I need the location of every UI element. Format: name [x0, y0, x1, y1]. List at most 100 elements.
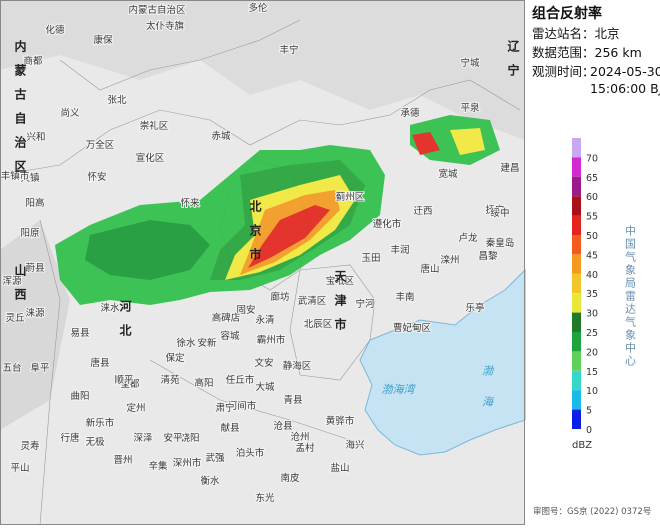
- place-label: 玉田: [361, 253, 380, 264]
- radar-echoes: [55, 115, 500, 305]
- place-label: 丰宁: [279, 44, 298, 56]
- place-label: 赤城: [211, 131, 231, 142]
- place-label: 曹妃甸区: [393, 322, 432, 334]
- place-label: 盐山: [330, 462, 349, 474]
- place-label: 霸州市: [257, 334, 286, 346]
- place-label: 保定: [165, 352, 185, 364]
- place-label: 廊坊: [270, 291, 290, 303]
- place-label: 黄骅市: [326, 415, 355, 427]
- place-label: 新乐市: [86, 417, 115, 429]
- place-label: 易县: [70, 328, 89, 339]
- place-label: 建昌: [500, 162, 519, 174]
- place-label: 丰润: [390, 244, 409, 256]
- region-label: 辽宁: [506, 40, 520, 88]
- legend-tick-label: 65: [586, 173, 598, 184]
- place-label: 迁西: [413, 206, 432, 217]
- place-label: 海兴: [345, 439, 364, 451]
- place-label: 丰南: [395, 291, 414, 303]
- place-label: 商都: [23, 55, 43, 67]
- place-label: 高阳: [194, 377, 213, 389]
- place-label: 安平: [163, 432, 183, 444]
- place-label: 怀来: [180, 197, 200, 209]
- place-label: 青县: [283, 394, 302, 406]
- info-panel: 组合反射率 雷达站名：北京 数据范围：256 km 观测时间： 2024-05-…: [532, 5, 660, 517]
- place-label: 任丘市: [226, 374, 255, 386]
- place-label: 丰镇市: [1, 170, 30, 182]
- place-label: 万全区: [86, 139, 115, 151]
- place-label: 天镇: [20, 172, 40, 184]
- place-label: 沧州: [290, 431, 309, 443]
- range: 数据范围：256 km: [532, 45, 642, 60]
- legend-tick-label: 40: [586, 270, 598, 281]
- place-label: 内蒙古自治区: [128, 4, 186, 16]
- place-label: 容城: [220, 330, 240, 342]
- place-label: 康保: [93, 34, 113, 46]
- place-label: 徐水: [176, 337, 196, 349]
- legend-swatch: [572, 196, 581, 216]
- place-label: 蔚县: [25, 262, 44, 274]
- place-label: 绥中: [490, 207, 509, 219]
- place-label: 阜平: [30, 362, 50, 374]
- place-label: 东光: [255, 492, 275, 504]
- place-label: 宁城: [460, 57, 480, 69]
- place-label: 泊头市: [236, 447, 265, 459]
- place-label: 沧县: [273, 420, 292, 432]
- place-label: 卢龙: [458, 232, 478, 244]
- place-label: 辛集: [148, 460, 168, 472]
- place-label: 南皮: [280, 472, 300, 484]
- place-label: 灵丘: [5, 313, 25, 324]
- place-label: 孟村: [295, 442, 315, 454]
- place-label: 望都: [120, 378, 140, 390]
- place-label: 大城: [255, 381, 275, 393]
- legend-source: 中国气象局雷达气象中心: [624, 225, 637, 368]
- place-label: 曲阳: [70, 391, 89, 402]
- legend-tick-label: 45: [586, 250, 598, 261]
- region-label: 天津市: [333, 270, 347, 342]
- place-label: 承德: [400, 107, 420, 119]
- panel-title: 组合反射率: [532, 5, 602, 22]
- place-label: 河间市: [228, 400, 257, 412]
- sea-label: 渤海: [480, 365, 494, 427]
- place-label: 蓟州区: [336, 191, 365, 203]
- place-label: 抚宁: [485, 204, 504, 216]
- region-label: 山西: [13, 263, 27, 312]
- place-label: 平山: [10, 463, 29, 474]
- place-label: 多伦: [248, 2, 268, 14]
- legend-tick-label: 20: [586, 347, 598, 358]
- place-label: 深州市: [173, 457, 202, 469]
- place-label: 顺平: [114, 375, 134, 386]
- legend-tick-label: 70: [586, 153, 598, 164]
- place-label: 昌黎: [478, 250, 498, 262]
- hills: [0, 0, 525, 140]
- station: 雷达站名：北京: [532, 26, 620, 41]
- place-label: 宁河: [355, 298, 375, 310]
- place-label: 固安: [236, 304, 255, 316]
- place-label: 浑源: [2, 276, 22, 287]
- region-label: 北京市: [248, 199, 262, 272]
- place-label: 宣化区: [136, 152, 165, 164]
- place-label: 怀安: [87, 171, 106, 183]
- place-label: 尚义: [60, 107, 80, 119]
- place-label: 崇礼区: [140, 120, 169, 132]
- place-label: 秦皇岛: [486, 237, 515, 249]
- legend-tick-label: 50: [586, 231, 598, 242]
- legend-tick-label: 55: [586, 212, 598, 223]
- place-label: 唐山: [420, 263, 439, 275]
- place-label: 宝坻区: [326, 275, 355, 287]
- legend-swatch: [572, 409, 581, 429]
- place-label: 文安: [254, 357, 273, 369]
- place-label: 太仆寺旗: [146, 20, 185, 32]
- place-label: 灵寿: [20, 440, 39, 452]
- place-label: 清苑: [160, 374, 180, 386]
- place-label: 深泽: [133, 433, 153, 444]
- place-label: 北辰区: [304, 319, 333, 330]
- region-label: 河北: [118, 299, 132, 348]
- place-label: 涞源: [25, 308, 45, 319]
- legend-swatch: [572, 332, 581, 352]
- legend-swatch: [572, 215, 581, 235]
- place-label: 阳原: [20, 228, 39, 239]
- time-label: 观测时间：: [532, 64, 595, 79]
- legend-swatch: [572, 351, 581, 371]
